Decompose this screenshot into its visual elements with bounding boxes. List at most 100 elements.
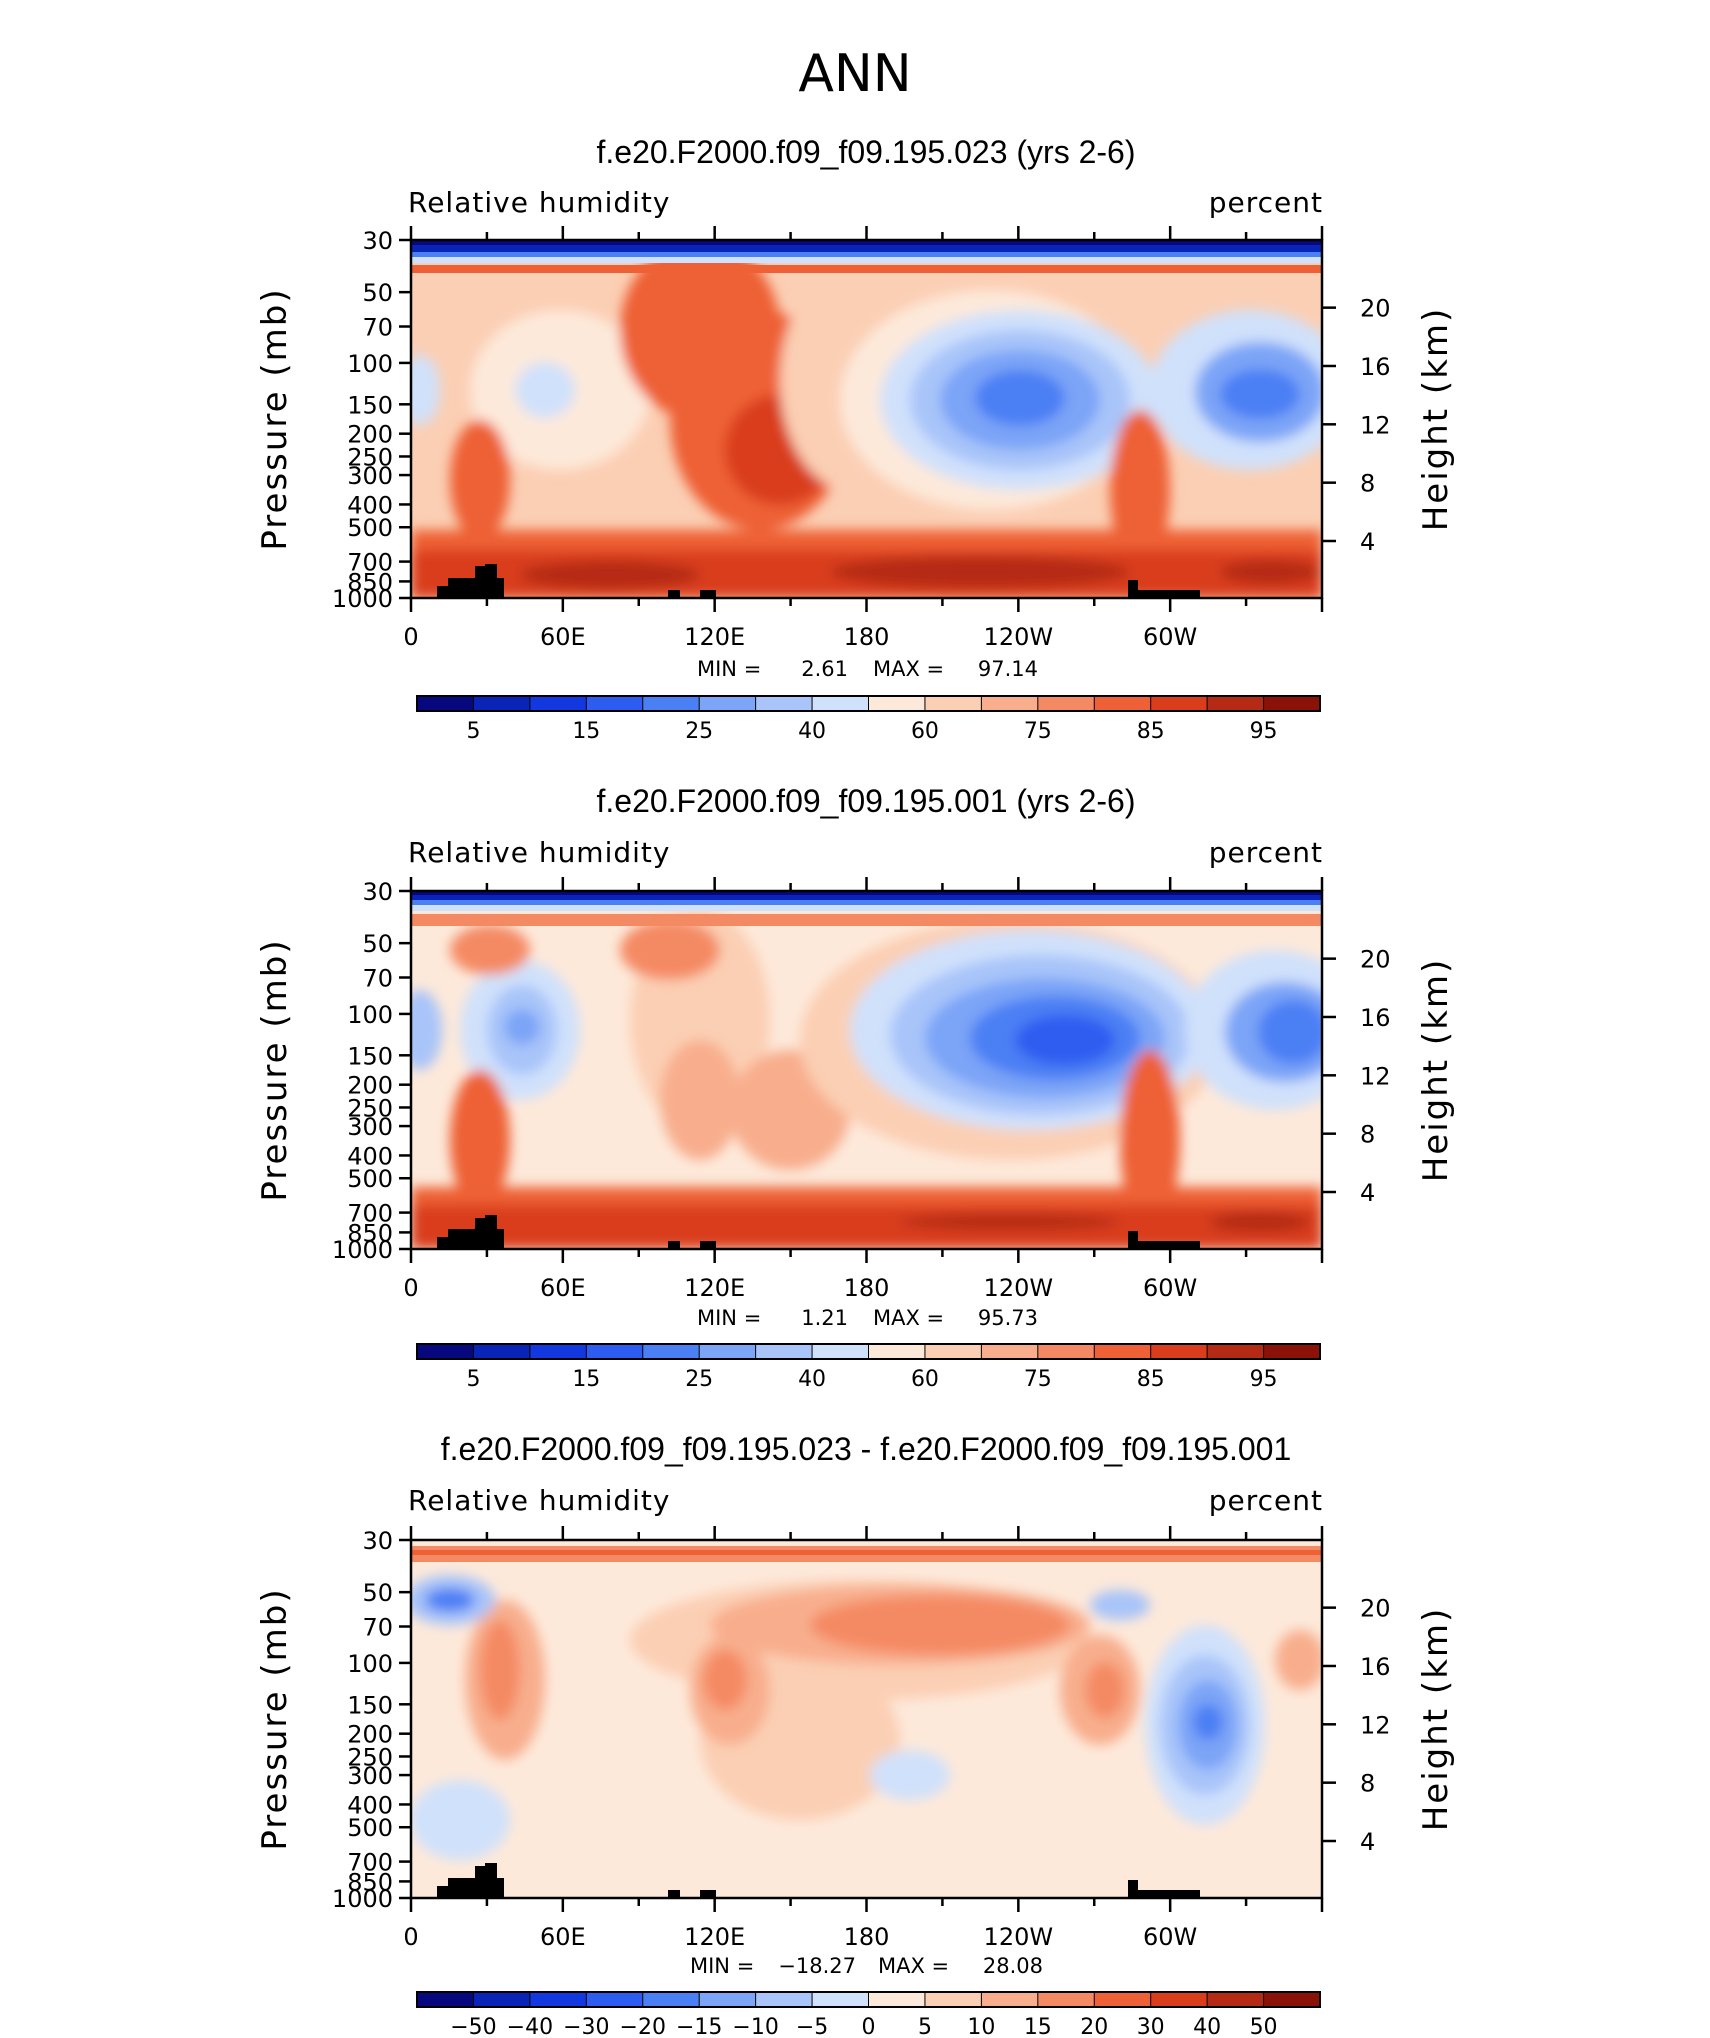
panel-2-min-label: MIN =	[697, 1306, 761, 1330]
colorbar-box	[755, 695, 814, 712]
y-tick-label: 70	[362, 965, 393, 993]
panel-2-axes: 0 60E 120E 180 120W 60W3050701001502002503004…	[332, 877, 1391, 1302]
y-tick-label: 70	[362, 1614, 393, 1642]
colorbar-label: 40	[798, 1367, 826, 1392]
page-title: ANN	[798, 44, 911, 104]
panel-1-max-label: MAX =	[873, 657, 944, 681]
y-right-tick-label: 4	[1360, 1828, 1375, 1856]
colorbar-box	[1206, 1991, 1265, 2008]
y-tick-label: 50	[362, 930, 393, 958]
panel-1-title: f.e20.F2000.f09_f09.195.023 (yrs 2-6)	[596, 134, 1135, 170]
colorbar-label: 40	[798, 719, 826, 744]
panel-2-title: f.e20.F2000.f09_f09.195.001 (yrs 2-6)	[596, 783, 1135, 819]
x-tick-label: 0	[403, 623, 418, 651]
colorbar-box	[868, 1991, 926, 2008]
y-tick-label: 200	[347, 1721, 393, 1749]
colorbar-label: −30	[563, 2015, 609, 2038]
panel-3-axes: 0 60E 120E 180 120W 60W3050701001502002503004…	[332, 1526, 1391, 1951]
colorbar-label: 95	[1250, 1367, 1278, 1392]
y-tick-label: 850	[347, 568, 393, 596]
panel-3-max-value: 28.08	[983, 1954, 1043, 1978]
colorbar-label: 0	[862, 2015, 876, 2038]
colorbar-box	[924, 1343, 983, 1360]
y-right-tick-label: 20	[1360, 1595, 1391, 1623]
y-tick-label: 250	[347, 1743, 393, 1771]
x-tick-label: 180	[844, 1274, 890, 1302]
panel-1-axes: 0 60E 120E 180 120W 60W3050701001502002503004…	[332, 226, 1391, 651]
colorbar-box	[1263, 1343, 1321, 1360]
x-tick-label: 60E	[540, 1923, 586, 1951]
panel-3: f.e20.F2000.f09_f09.195.023 - f.e20.F200…	[255, 1431, 1456, 2038]
y-tick-label: 30	[362, 227, 393, 255]
x-tick-label: 120W	[984, 1274, 1054, 1302]
x-tick-label: 60W	[1143, 1274, 1197, 1302]
colorbar-box	[642, 1343, 701, 1360]
y-tick-label: 500	[347, 1165, 393, 1193]
panel-2-left-string: Relative humidity	[408, 836, 670, 869]
x-tick-label: 120W	[984, 1923, 1054, 1951]
colorbar-box	[1206, 695, 1265, 712]
x-tick-label: 180	[844, 623, 890, 651]
panel-2-right-string: percent	[1209, 836, 1323, 869]
y-tick-label: 70	[362, 314, 393, 342]
y-tick-label: 400	[347, 1142, 393, 1170]
y-tick-label: 400	[347, 1791, 393, 1819]
y-tick-label: 1000	[332, 1236, 393, 1264]
colorbar-box	[868, 695, 926, 712]
colorbar-box	[1206, 1343, 1265, 1360]
colorbar-frame	[416, 695, 1321, 712]
colorbar-box	[472, 695, 531, 712]
y-tick-label: 150	[347, 391, 393, 419]
panel-1-max-value: 97.14	[978, 657, 1038, 681]
y-right-tick-label: 8	[1360, 1121, 1375, 1149]
colorbar-box	[642, 695, 701, 712]
y-tick-label: 200	[347, 1072, 393, 1100]
y-right-tick-label: 12	[1360, 1062, 1391, 1090]
colorbar-box	[1263, 695, 1321, 712]
colorbar-label: 15	[572, 719, 600, 744]
x-tick-label: 0	[403, 1923, 418, 1951]
x-tick-label: 180	[844, 1923, 890, 1951]
colorbar-label: −50	[450, 2015, 496, 2038]
y-tick-label: 250	[347, 1094, 393, 1122]
colorbar-box	[868, 1343, 926, 1360]
colorbar-box	[416, 695, 475, 712]
panel-3-right-string: percent	[1209, 1484, 1323, 1517]
colorbar-box	[529, 695, 588, 712]
panel-3-ylabel: Pressure (mb)	[255, 1587, 295, 1850]
colorbar-box	[472, 1991, 531, 2008]
y-right-tick-label: 16	[1360, 1004, 1391, 1032]
panel-1-right-string: percent	[1209, 186, 1323, 219]
y-tick-label: 700	[347, 1200, 393, 1228]
colorbar-box	[755, 1343, 814, 1360]
colorbar-frame	[416, 1991, 1321, 2008]
panel-1-left-string: Relative humidity	[408, 186, 670, 219]
colorbar-label: 5	[466, 719, 480, 744]
y-tick-label: 300	[347, 1762, 393, 1790]
y-right-tick-label: 4	[1360, 1179, 1375, 1207]
y-tick-label: 30	[362, 878, 393, 906]
y-tick-label: 150	[347, 1042, 393, 1070]
colorbar-label: −5	[796, 2015, 828, 2038]
colorbar-box	[811, 1991, 870, 2008]
colorbar-box	[1037, 1991, 1096, 2008]
y-tick-label: 1000	[332, 585, 393, 613]
colorbar-box	[472, 1343, 531, 1360]
x-tick-label: 60E	[540, 623, 586, 651]
y-tick-label: 300	[347, 462, 393, 490]
colorbar-label: 25	[685, 719, 713, 744]
colorbar-box	[1093, 695, 1152, 712]
colorbar-box	[755, 1991, 814, 2008]
colorbar-box	[980, 1991, 1039, 2008]
colorbar-label: 95	[1250, 719, 1278, 744]
colorbar-label: −40	[507, 2015, 553, 2038]
y-tick-label: 700	[347, 549, 393, 577]
colorbar-box	[416, 1343, 475, 1360]
y-tick-label: 850	[347, 1868, 393, 1896]
y-tick-label: 30	[362, 1527, 393, 1555]
colorbar-box	[811, 1343, 870, 1360]
panel-2-contour-field	[411, 891, 1322, 1249]
colorbar-box	[1037, 1343, 1096, 1360]
colorbar-box	[585, 695, 644, 712]
y-right-tick-label: 8	[1360, 470, 1375, 498]
